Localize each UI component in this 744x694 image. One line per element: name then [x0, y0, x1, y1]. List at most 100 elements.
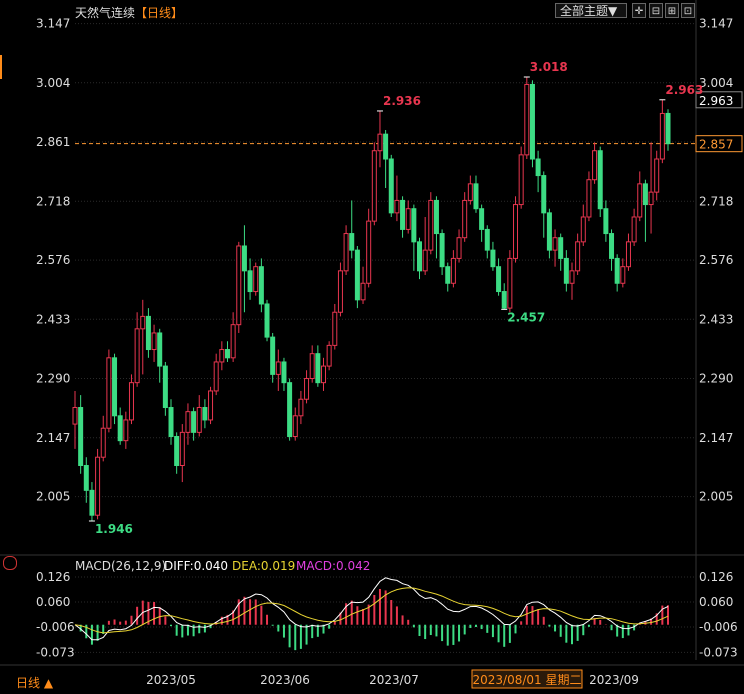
macd-y-tick: -0.073 — [36, 645, 75, 659]
diff-label: DIFF:0.040 — [164, 559, 228, 573]
price-axis-right: 3.1473.0042.8612.7182.5762.4332.2902.147… — [695, 17, 743, 504]
candle-down — [354, 249, 360, 301]
expand-icon[interactable]: ⊡ — [681, 3, 695, 18]
period-tag: 【日线】 — [135, 6, 184, 20]
candle-down — [112, 357, 118, 417]
candle-down — [597, 150, 603, 210]
candle-down — [445, 266, 451, 284]
period-label: 日线 — [16, 676, 41, 690]
candle-down — [563, 257, 569, 284]
candle-up — [450, 257, 456, 284]
candle-up — [467, 183, 473, 201]
candle-up — [625, 241, 631, 268]
candle-up — [309, 353, 315, 380]
candle-down — [501, 291, 507, 309]
candle-up — [179, 431, 185, 466]
x-tick-label: 2023/09 — [589, 673, 639, 687]
annotation-label: 1.946 — [95, 522, 133, 536]
x-tick-label: 2023/07 — [369, 673, 419, 687]
candle-down — [665, 112, 671, 145]
candle-down — [558, 237, 564, 259]
macd-value-label: MACD:0.042 — [296, 559, 370, 573]
candle-down — [315, 353, 321, 384]
price-axis-left: 3.147 3.004 2.861 2.718 2.576 2.433 2.290 2.147… — [36, 17, 70, 504]
grid-icon[interactable]: ⊞ — [665, 3, 679, 18]
y-tick-label-right: 3.147 — [699, 17, 733, 31]
dea-line — [74, 587, 669, 634]
candle-down — [174, 436, 180, 467]
y-tick-label-right: 2.290 — [699, 372, 733, 386]
y-tick-label: 2.718 — [36, 194, 70, 208]
candle-up — [631, 216, 637, 243]
candle-up — [275, 361, 281, 375]
macd-y-tick: 0.060 — [36, 595, 70, 609]
candle-down — [287, 382, 293, 438]
current-price-box — [695, 135, 743, 153]
candle-down — [270, 336, 276, 375]
x-tick-label: 2023/05 — [146, 673, 196, 687]
candle-up — [637, 183, 643, 218]
candle-up — [230, 324, 236, 359]
candle-up — [100, 427, 106, 458]
candle-down — [202, 407, 208, 421]
candle-down — [247, 270, 253, 293]
candle-up — [213, 361, 219, 392]
y-tick-label: 2.290 — [36, 372, 70, 386]
candle-up — [320, 365, 326, 384]
candle-up — [394, 199, 400, 214]
annotation-label: 2.963 — [665, 83, 703, 97]
candle-up — [360, 282, 366, 301]
candle-up — [513, 204, 519, 259]
candle-down — [609, 233, 615, 259]
candle-up — [518, 154, 524, 206]
candle-up — [552, 237, 558, 251]
y-tick-label-right: 2.147 — [699, 431, 733, 445]
candle-up — [586, 179, 592, 218]
candle-up — [208, 390, 214, 421]
candle-up — [106, 357, 112, 429]
candle-down — [78, 407, 84, 466]
candle-down — [264, 303, 270, 338]
y-tick-label-right: 2.576 — [699, 253, 733, 267]
candle-up — [337, 270, 343, 313]
last-price-box — [695, 91, 743, 109]
candle-down — [411, 208, 417, 243]
annotation-label: 2.457 — [507, 310, 545, 324]
candle-up — [654, 158, 660, 193]
macd-y-tick: 0.126 — [36, 570, 70, 584]
candle-up — [366, 220, 372, 284]
candle-down — [490, 249, 496, 268]
candle-up — [422, 249, 428, 272]
candle-up — [592, 150, 598, 181]
candle-up — [326, 344, 332, 367]
candle-up — [151, 332, 157, 351]
candle-down — [117, 415, 123, 442]
y-tick-label-right: 2.433 — [699, 312, 733, 326]
highlight-date: 2023/08/01 星期二 — [473, 673, 582, 687]
settings-icon[interactable] — [3, 556, 17, 570]
candle-up — [462, 199, 468, 239]
candle-up — [343, 233, 349, 272]
shrink-icon[interactable]: ⊟ — [649, 3, 663, 18]
x-tick-label: 2023/06 — [260, 673, 310, 687]
triangle-up-icon: ▲ — [43, 676, 54, 690]
candle-down — [484, 228, 490, 251]
y-tick-label: 2.576 — [36, 253, 70, 267]
candle-up — [507, 257, 513, 309]
candle-up — [575, 241, 581, 272]
candle-up — [253, 266, 259, 293]
theme-dropdown[interactable]: 全部主题▼ — [555, 3, 627, 18]
period-selector[interactable]: 日线 ▲ — [16, 674, 53, 691]
candle-up — [95, 456, 101, 516]
candle-down — [162, 365, 168, 409]
candle-up — [524, 83, 530, 156]
candles[interactable] — [72, 77, 671, 521]
candle-down — [529, 83, 535, 160]
candle-up — [123, 419, 129, 442]
candle-down — [603, 208, 609, 235]
crosshair-icon[interactable]: ✛ — [632, 3, 646, 18]
candle-up — [196, 407, 202, 433]
candle-down — [157, 332, 163, 367]
candle-down — [258, 266, 264, 305]
